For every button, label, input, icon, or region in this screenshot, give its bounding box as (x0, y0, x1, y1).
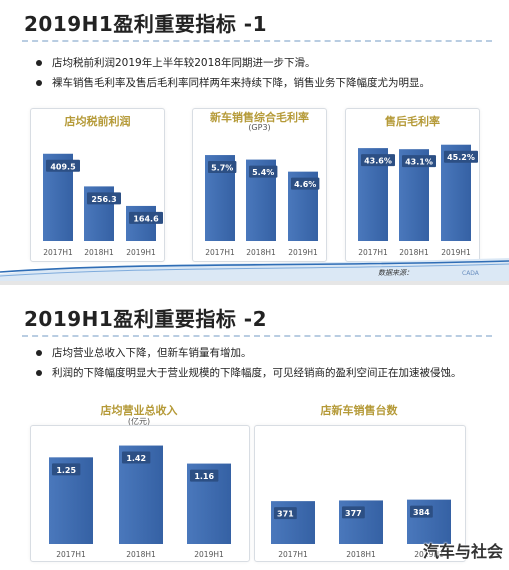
chart-title: 新车销售综合毛利率 (210, 111, 309, 124)
slide-1: 2019H1盈利重要指标 -1 店均税前利润2019年上半年较2018年同期进一… (0, 0, 509, 281)
data-label-bg (87, 192, 121, 205)
data-label-bg (208, 161, 237, 174)
chart-panel-new-car-sales: 371 2017H1 377 2018H1 384 2019H1 (254, 425, 466, 562)
chart-title: 店均税前利润 (64, 115, 131, 128)
data-label: 256.3 (91, 195, 116, 204)
data-label: 1.25 (56, 466, 76, 475)
watermark: 汽车与社会 (422, 542, 503, 561)
data-label-bg (361, 154, 395, 167)
data-label: 377 (345, 509, 362, 518)
chart-aftersales-margin: 43.6% 2017H1 43.1% 2018H1 45.2% 2019H1 (358, 144, 478, 257)
data-label: 1.42 (126, 454, 146, 463)
data-label-bg (274, 507, 297, 520)
source-label: 数据来源： (378, 269, 413, 277)
category-tick-label: 2019H1 (414, 550, 444, 559)
data-label-bg (122, 451, 151, 464)
data-label-bg (249, 165, 278, 178)
slide-2-bullets: 店均营业总收入下降，但新车销量有增加。 利润的下降幅度明显大于营业规模的下降幅度… (36, 343, 496, 383)
chart-title: 售后毛利率 (385, 115, 440, 128)
chart-title: 店新车销售台数 (320, 404, 398, 417)
data-label: 5.7% (211, 164, 233, 173)
title-divider (22, 335, 492, 337)
chart-new-car-sales: 371 2017H1 377 2018H1 384 2019H1 (271, 499, 451, 559)
category-tick-label: 2018H1 (84, 248, 114, 257)
data-label-bg (52, 463, 81, 476)
chart-gp3-margin: 5.7% 2017H1 5.4% 2018H1 4.6% 2019H1 (205, 155, 320, 257)
data-label: 409.5 (50, 162, 76, 171)
chart-panel-pretax-profit: 店均税前利润 409.5 2017H1 256.3 2018H1 164.6 2019H1 (30, 108, 165, 262)
category-tick-label: 2019H1 (126, 248, 156, 257)
data-label: 4.6% (294, 180, 316, 189)
data-label: 45.2% (447, 153, 475, 162)
data-label: 371 (277, 510, 294, 519)
chart-panel-revenue: 1.25 2017H1 1.42 2018H1 1.16 2019H1 (30, 425, 250, 562)
slide-1-title: 2019H1盈利重要指标 -1 (24, 12, 267, 36)
chart-title: 店均营业总收入 (100, 404, 178, 417)
data-label: 5.4% (252, 168, 274, 177)
category-tick-label: 2017H1 (278, 550, 308, 559)
title-divider (22, 40, 492, 42)
category-tick-label: 2017H1 (205, 248, 235, 257)
category-tick-label: 2017H1 (43, 248, 73, 257)
category-tick-label: 2018H1 (246, 248, 276, 257)
slide-2: 2019H1盈利重要指标 -2 店均营业总收入下降，但新车销量有增加。 利润的下… (0, 285, 509, 570)
org-logo: CADA (462, 270, 479, 277)
chart-panel-aftersales-margin: 售后毛利率 43.6% 2017H1 43.1% 2018H1 45.2% 2019H1 (345, 108, 480, 262)
data-label: 1.16 (194, 472, 214, 481)
chart-revenue: 1.25 2017H1 1.42 2018H1 1.16 2019H1 (49, 445, 231, 559)
bullet-item: 裸车销售毛利率及售后毛利率同样两年来持续下降，销售业务下降幅度尤为明显。 (36, 73, 496, 93)
category-tick-label: 2019H1 (441, 248, 471, 257)
chart-panel-gp3-margin: 新车销售综合毛利率 (GP3) 5.7% 2017H1 5.4% 2018H1 4.6%… (192, 108, 327, 262)
data-label: 43.6% (364, 157, 392, 166)
data-label-bg (342, 506, 365, 519)
chart-subtitle: (GP3) (248, 123, 271, 132)
slide-2-title: 2019H1盈利重要指标 -2 (24, 307, 267, 331)
data-label: 384 (413, 508, 430, 517)
category-tick-label: 2019H1 (194, 550, 224, 559)
data-label-bg (46, 159, 80, 172)
category-tick-label: 2019H1 (288, 248, 318, 257)
category-tick-label: 2017H1 (56, 550, 86, 559)
chart-subtitle: (亿元) (127, 417, 151, 426)
slide-1-bullets: 店均税前利润2019年上半年较2018年同期进一步下滑。 裸车销售毛利率及售后毛… (36, 53, 496, 93)
category-tick-label: 2017H1 (358, 248, 388, 257)
chart-pretax-profit: 409.5 2017H1 256.3 2018H1 164.6 2019H1 (43, 153, 163, 257)
data-label-bg (402, 155, 436, 168)
bullet-item: 店均税前利润2019年上半年较2018年同期进一步下滑。 (36, 53, 496, 73)
bullet-item: 利润的下降幅度明显大于营业规模的下降幅度，可见经销商的盈利空间正在加速被侵蚀。 (36, 363, 496, 383)
category-tick-label: 2018H1 (126, 550, 156, 559)
data-label-bg (190, 469, 219, 482)
bullet-item: 店均营业总收入下降，但新车销量有增加。 (36, 343, 496, 363)
data-label-bg (291, 177, 320, 190)
category-tick-label: 2018H1 (399, 248, 429, 257)
data-label: 43.1% (405, 158, 433, 167)
data-label-bg (444, 150, 478, 163)
data-label-bg (129, 211, 163, 224)
slide-separator (0, 281, 509, 285)
category-tick-label: 2018H1 (346, 550, 376, 559)
footer-wave (0, 258, 509, 281)
data-label-bg (410, 505, 433, 518)
data-label: 164.6 (133, 214, 159, 223)
